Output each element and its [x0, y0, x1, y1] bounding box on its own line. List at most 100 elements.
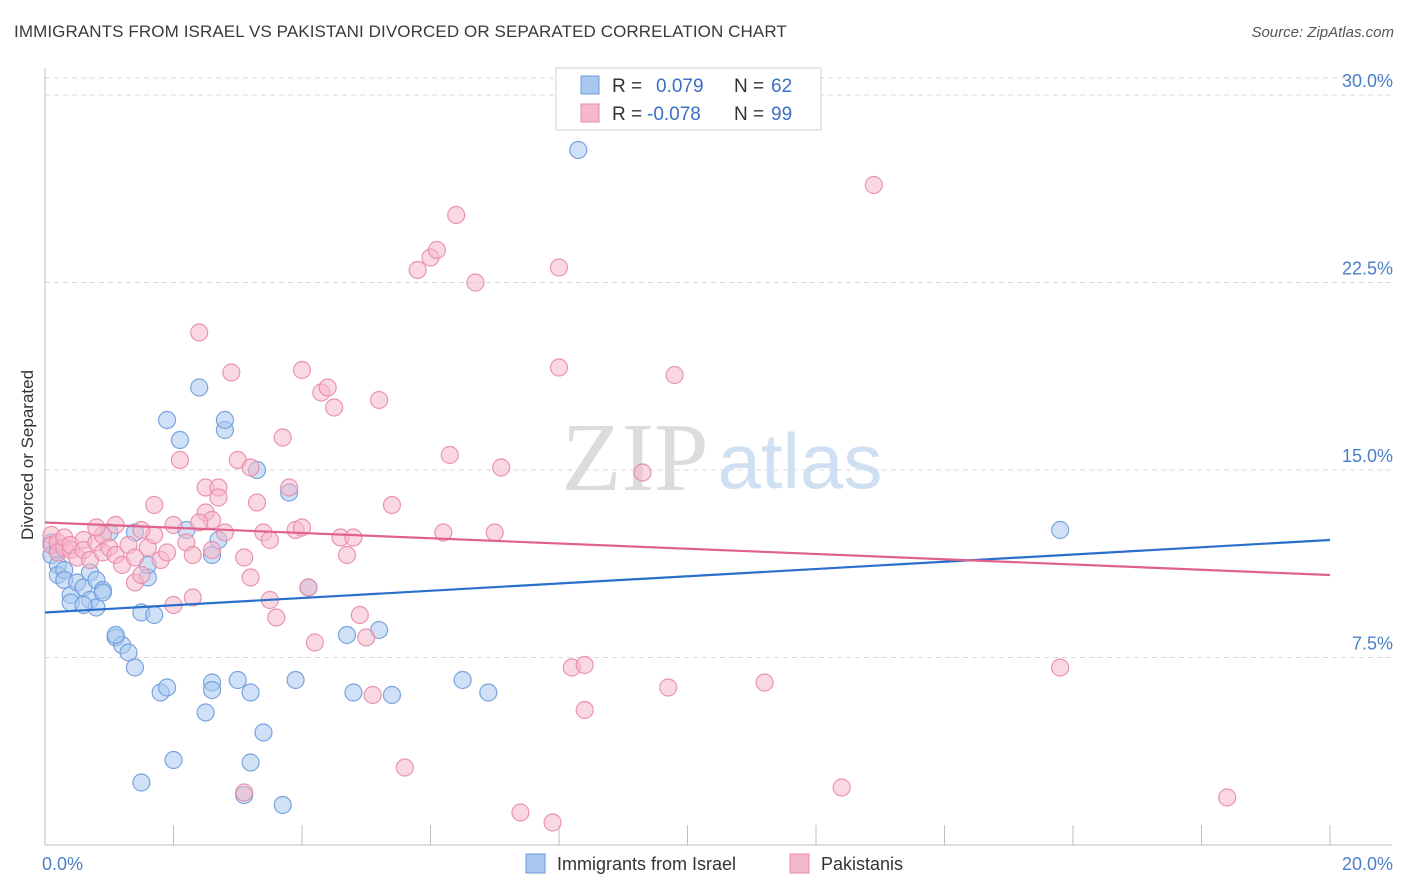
y-tick-label-1: 15.0%	[1342, 446, 1393, 466]
point-pakistani-38	[202, 540, 222, 560]
point-pakistani-95	[190, 513, 209, 532]
point-pakistani-71	[408, 260, 427, 280]
legend-r-label-israel: R =	[612, 76, 642, 97]
legend-r-label-pakistani: R =	[612, 104, 642, 125]
legend-swatch-pakistani	[580, 103, 600, 123]
point-pakistani-94	[1218, 788, 1237, 807]
legend-n-value-israel: 62	[771, 76, 792, 97]
x-tick-label-1: 20.0%	[1342, 854, 1393, 874]
legend-n-label-israel: N =	[734, 76, 764, 97]
point-pakistani-69	[382, 495, 402, 515]
bottom-legend-pakistani: Pakistanis	[821, 854, 903, 874]
point-pakistani-52	[273, 428, 292, 447]
point-pakistani-46	[241, 458, 260, 477]
point-pakistani-90	[755, 673, 774, 692]
point-pakistani-75	[440, 445, 459, 465]
point-pakistani-91	[832, 778, 851, 797]
point-pakistani-82	[549, 258, 569, 277]
point-pakistani-67	[363, 685, 382, 705]
point-pakistani-44	[235, 548, 254, 567]
point-israel-57	[1051, 520, 1070, 540]
point-pakistani-93	[1051, 658, 1070, 677]
point-pakistani-85	[575, 655, 594, 675]
point-pakistani-33	[183, 545, 202, 565]
axes	[44, 68, 1392, 846]
point-pakistani-98	[260, 530, 279, 550]
point-pakistani-29	[164, 515, 183, 535]
point-israel-43	[241, 683, 260, 702]
point-pakistani-83	[549, 358, 569, 377]
chart-title: IMMIGRANTS FROM ISRAEL VS PAKISTANI DIVO…	[14, 22, 787, 41]
y-axis-title: Divorced or Separated	[18, 370, 37, 540]
point-pakistani-20	[125, 548, 145, 567]
bottom-legend-israel: Immigrants from Israel	[557, 854, 736, 874]
point-israel-27	[164, 750, 183, 770]
bottom-legend-swatch-pakistani	[789, 853, 810, 874]
point-pakistani-56	[292, 360, 312, 380]
point-israel-58	[106, 625, 125, 645]
point-israel-45	[254, 723, 273, 742]
point-pakistani-61	[325, 398, 344, 417]
point-pakistani-47	[241, 568, 260, 587]
source-label: Source: ZipAtlas.com	[1251, 24, 1394, 41]
point-israel-46	[273, 795, 292, 815]
legend-n-label-pakistani: N =	[734, 104, 764, 125]
x-tick-label-0: 0.0%	[42, 854, 83, 874]
point-israel-56	[569, 140, 588, 160]
point-pakistani-79	[492, 458, 511, 477]
point-israel-54	[453, 670, 472, 690]
point-israel-30	[170, 430, 190, 450]
trend-lines	[44, 521, 1331, 614]
point-pakistani-92	[864, 175, 883, 195]
point-pakistani-41	[215, 523, 234, 542]
point-israel-53	[382, 685, 402, 705]
tick-labels: 7.5% 15.0% 22.5% 30.0% 0.0% 20.0%	[42, 71, 1393, 874]
point-pakistani-70	[395, 758, 414, 777]
point-pakistani-78	[485, 523, 504, 542]
point-israel-29	[157, 410, 177, 430]
point-pakistani-76	[447, 205, 466, 225]
point-pakistani-89	[665, 365, 684, 385]
point-pakistani-73	[427, 240, 447, 260]
point-pakistani-80	[511, 803, 530, 822]
point-israel-26	[157, 678, 177, 697]
y-tick-label-2: 22.5%	[1342, 259, 1393, 279]
bottom-legend-swatch-israel	[525, 853, 546, 874]
legend-r-value-pakistani: -0.078	[647, 104, 701, 125]
point-pakistani-96	[132, 520, 151, 540]
point-pakistani-53	[280, 478, 299, 497]
point-pakistani-25	[145, 495, 164, 515]
point-israel-48	[286, 670, 305, 690]
series-israel-points	[42, 140, 1070, 815]
watermark-zip: ZIP	[562, 404, 709, 512]
point-pakistani-27	[157, 543, 177, 562]
point-pakistani-22	[132, 565, 151, 585]
trend-line-pakistani	[44, 521, 1331, 577]
point-pakistani-51	[267, 608, 286, 627]
point-pakistani-30	[170, 450, 190, 470]
point-israel-32	[190, 378, 209, 397]
point-pakistani-86	[575, 700, 594, 720]
point-pakistani-48	[247, 493, 267, 512]
watermark-atlas: atlas	[718, 417, 883, 505]
point-pakistani-34	[190, 323, 209, 342]
point-pakistani-68	[370, 390, 389, 410]
series-legend: Immigrants from Israel Pakistanis	[525, 853, 903, 874]
y-tick-label-3: 30.0%	[1342, 71, 1393, 91]
point-pakistani-32	[183, 588, 202, 607]
point-pakistani-60	[318, 378, 337, 397]
point-pakistani-64	[344, 528, 363, 547]
point-israel-59	[93, 583, 112, 602]
legend-n-value-pakistani: 99	[771, 104, 792, 125]
trend-line-israel	[44, 538, 1331, 614]
point-israel-55	[479, 683, 498, 702]
point-pakistani-57	[299, 578, 318, 597]
point-israel-35	[202, 680, 222, 700]
point-pakistani-65	[350, 605, 369, 625]
point-pakistani-77	[466, 273, 485, 292]
point-pakistani-97	[87, 518, 106, 537]
point-israel-28	[132, 773, 151, 792]
watermark: ZIP atlas	[562, 404, 883, 512]
point-israel-33	[196, 703, 215, 722]
